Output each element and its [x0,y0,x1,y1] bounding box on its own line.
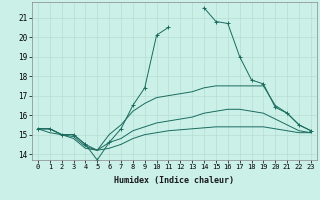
X-axis label: Humidex (Indice chaleur): Humidex (Indice chaleur) [115,176,234,185]
